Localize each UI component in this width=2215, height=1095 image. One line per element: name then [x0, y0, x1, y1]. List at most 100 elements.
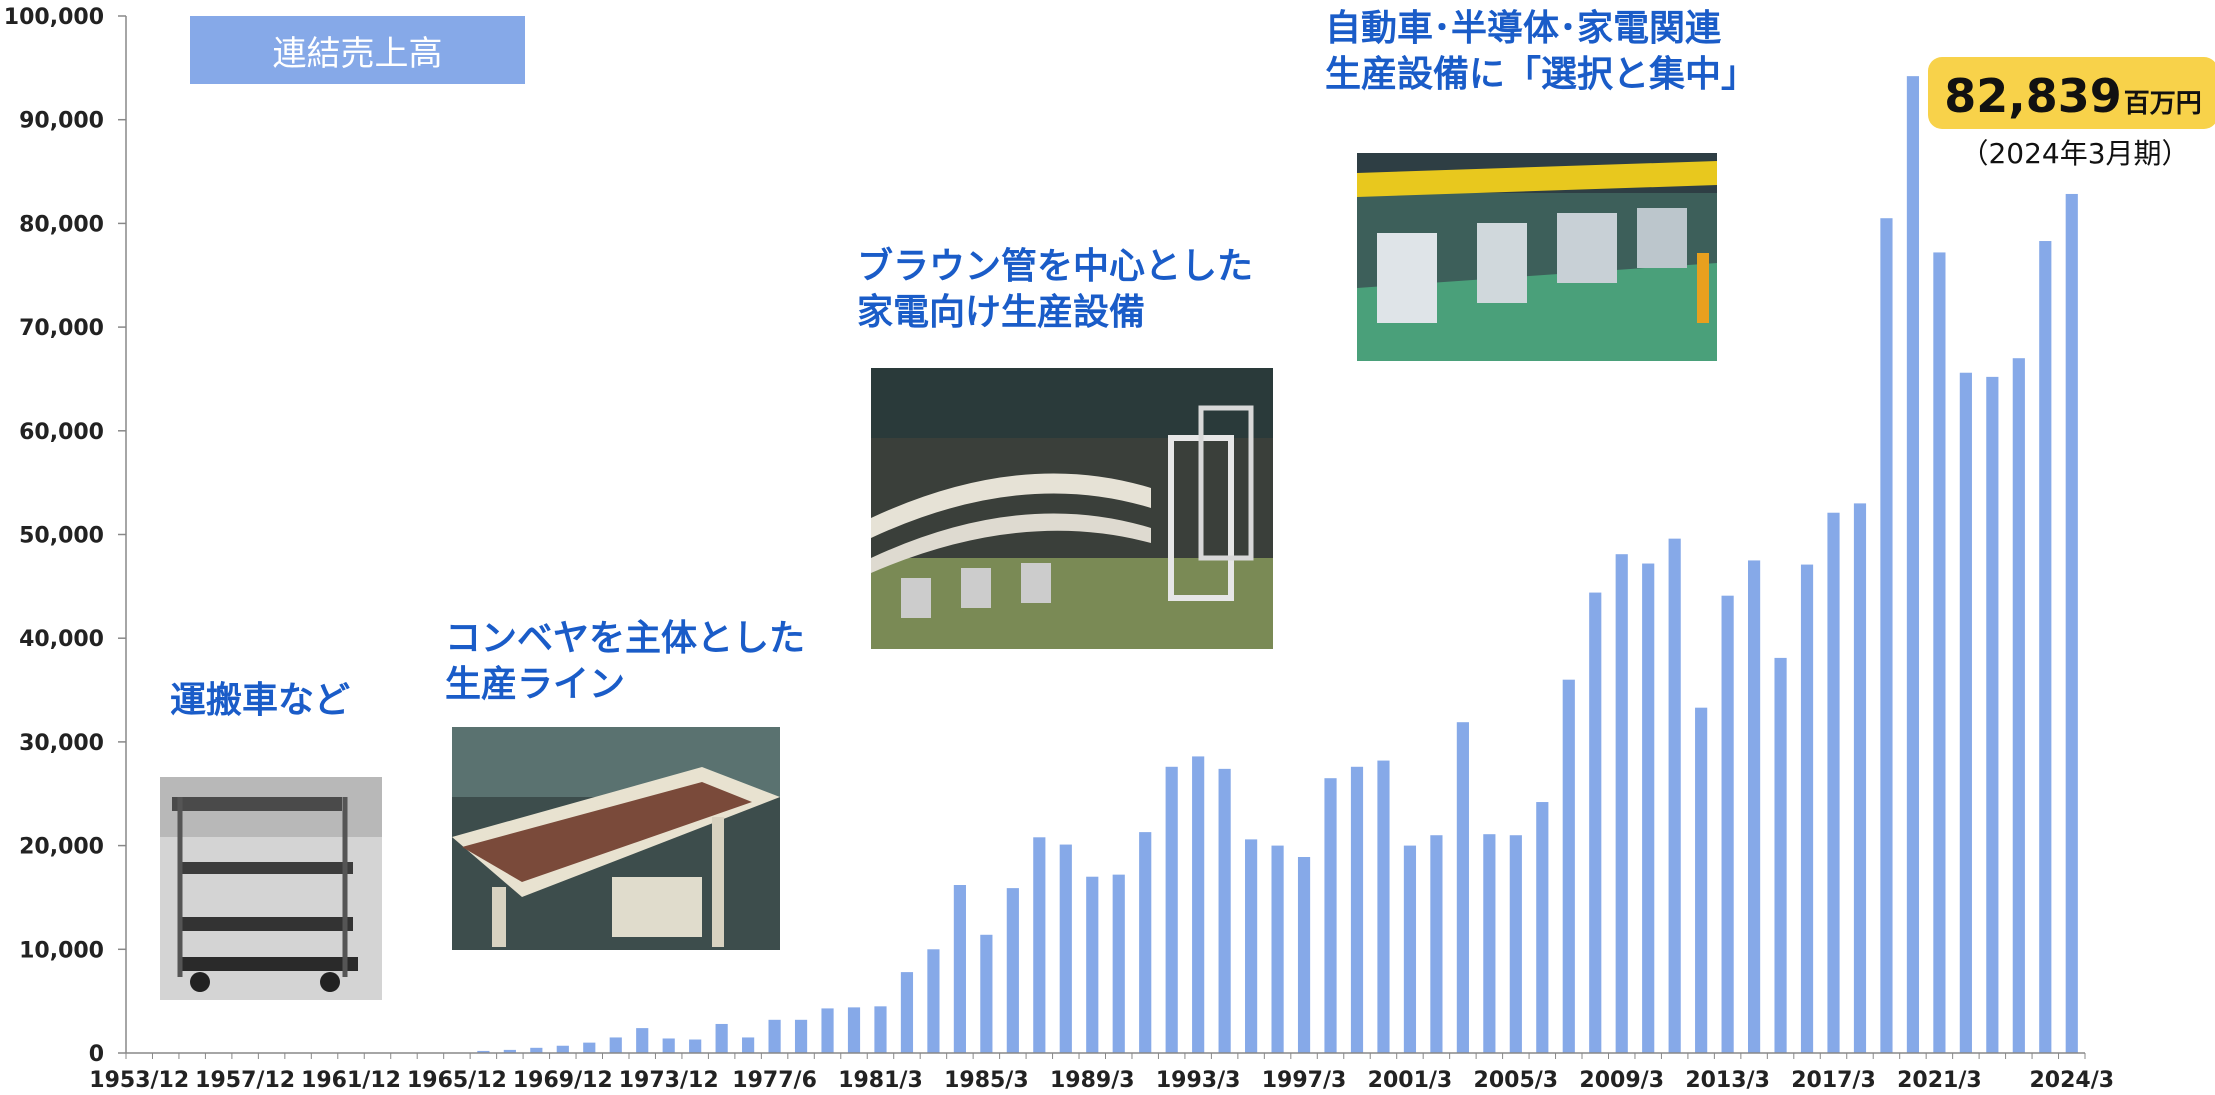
bar: [953, 885, 966, 1053]
bar: [609, 1037, 622, 1053]
bar: [1747, 560, 1761, 1053]
x-tick-label: 1997/3: [1262, 1068, 1347, 1093]
bar: [1589, 592, 1602, 1053]
bar: [1483, 834, 1496, 1053]
bar: [1218, 768, 1231, 1053]
latest-value: 82,839: [1944, 69, 2122, 123]
bar: [1086, 876, 1099, 1053]
bar: [768, 1019, 781, 1053]
bar: [1350, 766, 1364, 1053]
bar: [1033, 837, 1046, 1053]
bar: [1456, 722, 1469, 1053]
bar: [2012, 358, 2025, 1054]
bar: [1668, 538, 1681, 1053]
bar: [1695, 707, 1708, 1053]
bar: [689, 1039, 702, 1053]
bar: [1933, 252, 1946, 1053]
bar: [1800, 564, 1814, 1053]
y-tick-label: 100,000: [4, 5, 104, 30]
x-tick-label: 1969/12: [513, 1068, 613, 1093]
crt-factory-photo: [871, 368, 1273, 649]
bar: [1165, 766, 1178, 1053]
x-tick-label: 2001/3: [1368, 1068, 1453, 1093]
bar: [1906, 76, 1920, 1054]
y-tick-label: 0: [89, 1042, 104, 1067]
bar: [2065, 193, 2078, 1053]
bar: [1006, 888, 1019, 1053]
y-tick-label: 40,000: [19, 627, 104, 652]
annotation-select: 自動車･半導体･家電関連 生産設備に「選択と集中」: [1325, 8, 1758, 95]
bar: [1139, 832, 1152, 1053]
annotation-crt: ブラウン管を中心とした 家電向け生産設備: [857, 246, 1254, 333]
bar: [1827, 512, 1840, 1053]
bar: [900, 972, 914, 1053]
bar: [503, 1049, 516, 1053]
x-axis: 1953/12 1957/12 1961/12 1965/12 1969/12 1973/…: [89, 1052, 2114, 1093]
bar: [1986, 376, 1999, 1054]
bar: [636, 1028, 649, 1053]
bar: [1642, 563, 1655, 1053]
bar: [1377, 760, 1390, 1053]
bar: [1403, 845, 1417, 1053]
bar: [874, 1006, 887, 1053]
bar: [1245, 839, 1258, 1053]
bar: [1959, 372, 1972, 1053]
bar: [1853, 503, 1867, 1053]
x-tick-label: 1993/3: [1156, 1068, 1241, 1093]
bar: [556, 1045, 569, 1053]
bar: [1536, 802, 1549, 1053]
bar: [1430, 835, 1443, 1053]
y-tick-label: 70,000: [19, 316, 104, 341]
latest-value-badge: 82,839 百万円: [1928, 57, 2215, 129]
y-tick-label: 10,000: [19, 938, 104, 963]
x-tick-label: 1985/3: [944, 1068, 1029, 1093]
bar: [1880, 218, 1893, 1054]
bar: [847, 1007, 861, 1053]
bar: [662, 1038, 675, 1053]
x-tick-label: 1973/12: [619, 1068, 719, 1093]
bars: [477, 76, 2078, 1054]
x-tick-label: 1957/12: [195, 1068, 295, 1093]
latest-value-unit: 百万円: [2123, 89, 2202, 119]
y-axis: 0 10,000 20,000 30,000 40,000 50,000 60,000 70,…: [4, 5, 127, 1067]
factory-photo: [1357, 153, 1717, 361]
y-tick-label: 50,000: [19, 524, 104, 549]
bar: [530, 1047, 543, 1053]
bar: [1721, 595, 1734, 1053]
x-tick-label: 2017/3: [1791, 1068, 1876, 1093]
bar: [1324, 778, 1337, 1053]
bar: [1297, 857, 1311, 1053]
bar: [2039, 241, 2052, 1054]
bar: [477, 1050, 490, 1053]
bar: [1615, 554, 1628, 1053]
x-tick-label: 1981/3: [838, 1068, 923, 1093]
bar: [583, 1042, 596, 1053]
x-tick-label: 1965/12: [407, 1068, 507, 1093]
annotation-carts: 運搬車など: [170, 680, 351, 721]
conveyor-photo: [452, 727, 780, 950]
x-tick-label: 2024/3: [2029, 1068, 2114, 1093]
bar: [1059, 844, 1072, 1053]
x-tick-label: 1953/12: [89, 1068, 189, 1093]
x-tick-label: 2009/3: [1579, 1068, 1664, 1093]
y-tick-label: 30,000: [19, 731, 104, 756]
x-tick-label: 2013/3: [1685, 1068, 1770, 1093]
bar: [927, 949, 940, 1053]
bar: [821, 1008, 834, 1053]
bar: [1774, 657, 1787, 1053]
bar: [715, 1023, 728, 1053]
x-tick-label: 1977/6: [732, 1068, 817, 1093]
y-tick-label: 90,000: [19, 109, 104, 134]
legend-label: 連結売上高: [190, 16, 525, 84]
y-tick-label: 60,000: [19, 420, 104, 445]
y-tick-label: 20,000: [19, 835, 104, 860]
bar: [980, 934, 993, 1053]
bar: [1271, 845, 1284, 1053]
bar: [794, 1019, 808, 1053]
bar: [1509, 835, 1522, 1053]
y-tick-label: 80,000: [19, 212, 104, 237]
x-tick-label: 2021/3: [1897, 1068, 1982, 1093]
annotation-conveyor: コンベヤを主体とした 生産ライン: [445, 618, 806, 705]
x-tick-label: 1989/3: [1050, 1068, 1135, 1093]
